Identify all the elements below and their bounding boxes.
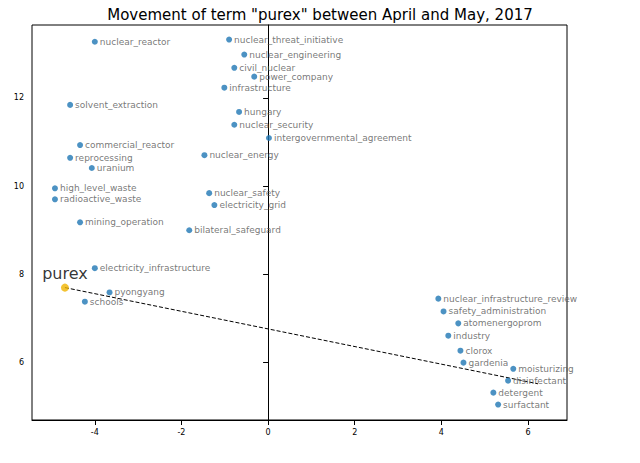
svg-text:nuclear_infrastructure_review: nuclear_infrastructure_review [443,294,577,304]
svg-text:2: 2 [352,428,357,437]
svg-text:reprocessing: reprocessing [75,153,133,163]
svg-text:6: 6 [19,358,24,367]
svg-text:intergovernmental_agreement: intergovernmental_agreement [274,133,412,143]
svg-text:high_level_waste: high_level_waste [60,183,137,193]
svg-text:nuclear_security: nuclear_security [239,120,314,130]
svg-text:0: 0 [266,428,271,437]
svg-text:nuclear_engineering: nuclear_engineering [249,50,341,60]
svg-text:bilateral_safeguard: bilateral_safeguard [194,225,281,235]
svg-text:surfactant: surfactant [503,400,549,410]
svg-text:8: 8 [19,270,24,279]
svg-text:clorox: clorox [465,346,493,356]
svg-text:commercial_reactor: commercial_reactor [85,140,175,150]
svg-text:hungary: hungary [244,107,282,117]
svg-text:pyongyang: pyongyang [114,287,165,298]
svg-text:electricity_infrastructure: electricity_infrastructure [100,263,211,273]
svg-text:4: 4 [439,428,444,437]
svg-text:industry: industry [453,331,491,341]
svg-text:Movement of term "purex" betwe: Movement of term "purex" between April a… [107,6,533,24]
svg-text:nuclear_reactor: nuclear_reactor [100,37,171,47]
svg-text:uranium: uranium [97,163,135,173]
svg-text:detergent: detergent [498,388,543,398]
svg-text:12: 12 [14,93,24,102]
svg-text:atomenergoprom: atomenergoprom [463,318,541,328]
svg-text:nuclear_energy: nuclear_energy [209,150,279,160]
svg-text:-2: -2 [177,428,185,437]
svg-text:infrastructure: infrastructure [229,83,291,93]
svg-text:-4: -4 [91,428,99,437]
svg-text:moisturizing: moisturizing [518,364,574,374]
svg-text:purex: purex [42,264,88,283]
svg-text:safety_administration: safety_administration [449,306,547,316]
svg-text:nuclear_safety: nuclear_safety [214,188,281,198]
svg-text:civil_nuclear: civil_nuclear [239,62,296,73]
svg-text:disinfectant: disinfectant [513,376,567,386]
svg-text:nuclear_threat_initiative: nuclear_threat_initiative [234,35,344,45]
svg-text:mining_operation: mining_operation [85,217,164,227]
svg-text:power_company: power_company [259,72,333,82]
svg-text:solvent_extraction: solvent_extraction [75,100,158,110]
svg-text:6: 6 [525,428,530,437]
svg-text:electricity_grid: electricity_grid [219,200,286,210]
svg-text:schools: schools [90,297,124,307]
svg-text:radioactive_waste: radioactive_waste [60,194,142,204]
svg-text:gardenia: gardenia [468,358,508,368]
svg-text:10: 10 [14,182,24,191]
